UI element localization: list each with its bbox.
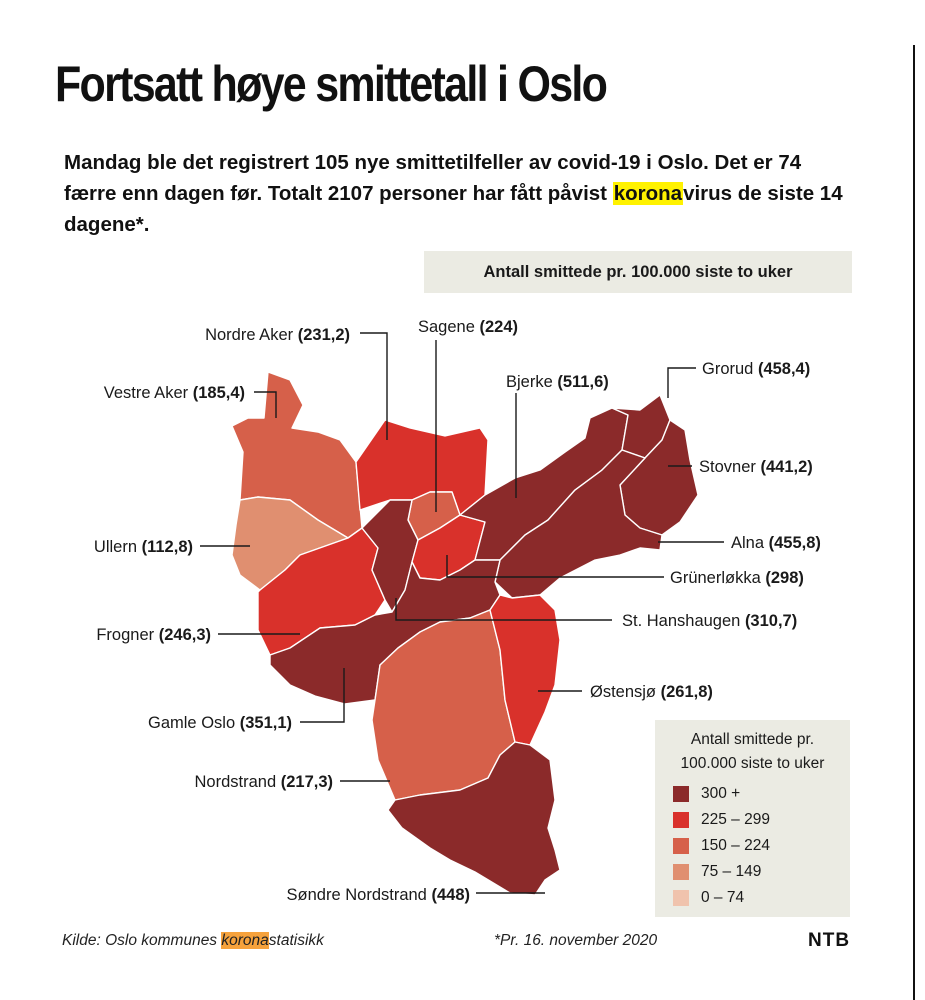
district-sondre-nordstrand xyxy=(387,741,561,896)
label-ullern: Ullern (112,8) xyxy=(94,538,193,556)
legend-label: 150 – 224 xyxy=(701,837,770,854)
label-grorud: Grorud (458,4) xyxy=(702,360,810,378)
source-text-1: Kilde: Oslo kommunes xyxy=(62,932,222,949)
ntb-logo: NTB xyxy=(808,930,851,951)
lead-highlight: korona xyxy=(612,182,684,205)
leader-gamle-oslo xyxy=(300,668,345,723)
district-ostensjo xyxy=(489,594,561,746)
legend-swatch xyxy=(673,864,689,880)
legend-swatch xyxy=(673,812,689,828)
label-frogner: Frogner (246,3) xyxy=(96,626,211,644)
leader-vestre-aker xyxy=(254,391,277,418)
page-title: Fortsatt høye smittetall i Oslo xyxy=(55,56,608,112)
legend-label: 300 + xyxy=(701,785,741,802)
leader-st-hanshaugen xyxy=(395,598,612,621)
label-grunerlokka: Grünerløkka (298) xyxy=(670,569,804,587)
column-divider xyxy=(913,45,915,1000)
legend-title: Antall smittede pr. 100.000 siste to uke… xyxy=(655,728,850,776)
map-legend: Antall smittede pr. 100.000 siste to uke… xyxy=(655,720,850,917)
leader-nordre-aker xyxy=(360,332,388,440)
label-nordstrand: Nordstrand (217,3) xyxy=(195,773,334,791)
district-alna xyxy=(494,449,663,599)
legend-swatch xyxy=(673,890,689,906)
district-shapes xyxy=(231,371,699,896)
legend-label: 225 – 299 xyxy=(701,811,770,828)
district-labels: Nordre Aker (231,2) Sagene (224) Vestre … xyxy=(94,318,821,904)
source-text-2: statisikk xyxy=(268,932,324,949)
lead-text-2: virus de siste 14 dagene*. xyxy=(64,182,843,236)
date-note: *Pr. 16. november 2020 xyxy=(494,932,658,949)
legend-label: 0 – 74 xyxy=(701,889,745,906)
source-highlight: korona xyxy=(221,932,269,949)
label-gamle-oslo: Gamle Oslo (351,1) xyxy=(148,714,292,732)
label-bjerke: Bjerke (511,6) xyxy=(506,373,609,391)
legend-swatch xyxy=(673,786,689,802)
legend-title-line2: 100.000 siste to uker xyxy=(680,755,825,772)
legend-label: 75 – 149 xyxy=(701,863,762,880)
label-stovner: Stovner (441,2) xyxy=(699,458,813,476)
map-subheading: Antall smittede pr. 100.000 siste to uke… xyxy=(424,251,852,293)
legend-swatch xyxy=(673,838,689,854)
leader-grunerlokka xyxy=(446,555,664,578)
lead-paragraph: Mandag ble det registrert 105 nye smitte… xyxy=(64,147,854,240)
label-st-hanshaugen: St. Hanshaugen (310,7) xyxy=(622,612,797,630)
legend-title-line1: Antall smittede pr. xyxy=(690,731,815,748)
label-sondre-nordstrand: Søndre Nordstrand (448) xyxy=(287,886,470,904)
legend-item: 75 – 149 xyxy=(673,862,761,882)
label-alna: Alna (455,8) xyxy=(731,534,821,552)
label-vestre-aker: Vestre Aker (185,4) xyxy=(104,384,245,402)
source-credit: Kilde: Oslo kommunes koronastatisikk xyxy=(62,932,324,950)
label-leaders xyxy=(200,332,724,894)
label-sagene: Sagene (224) xyxy=(418,318,518,336)
legend-item: 150 – 224 xyxy=(673,836,770,856)
leader-grorud xyxy=(667,367,696,398)
label-ostensjo: Østensjø (261,8) xyxy=(590,683,713,701)
legend-item: 225 – 299 xyxy=(673,810,770,830)
lead-text-1: Mandag ble det registrert 105 nye smitte… xyxy=(64,151,802,205)
label-nordre-aker: Nordre Aker (231,2) xyxy=(205,326,350,344)
legend-item: 0 – 74 xyxy=(673,888,744,908)
legend-item: 300 + xyxy=(673,784,740,804)
